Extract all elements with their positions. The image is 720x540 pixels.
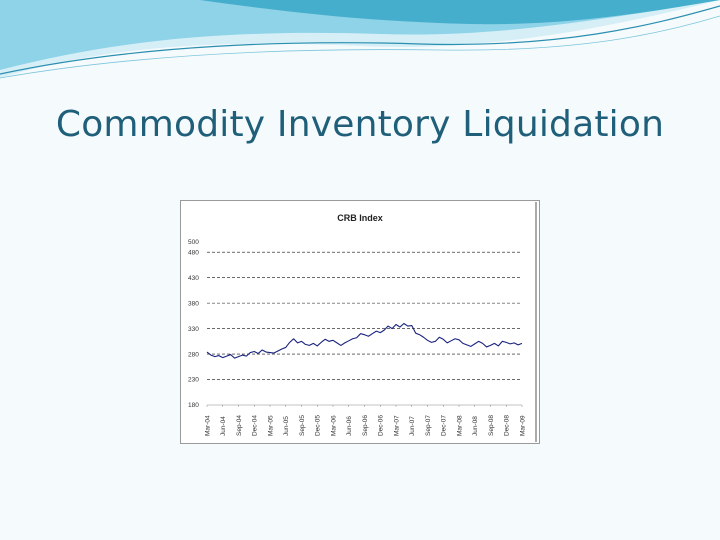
x-tick-label: Mar-06 — [330, 415, 337, 436]
x-tick-label: Mar-07 — [393, 415, 400, 436]
x-tick-label: Dec-08 — [504, 415, 511, 436]
x-tick-label: Sep-07 — [425, 415, 432, 436]
y-tick-label: 230 — [188, 377, 199, 384]
y-tick-label: 500 — [188, 239, 199, 246]
x-tick-label: Mar-08 — [456, 415, 463, 436]
x-tick-label: Dec-06 — [378, 415, 385, 436]
chart-title: CRB Index — [337, 213, 383, 223]
y-tick-label: 380 — [188, 300, 199, 307]
x-tick-label: Sep-04 — [236, 415, 243, 436]
y-tick-label: 330 — [188, 326, 199, 333]
x-tick-label: Mar-09 — [519, 415, 526, 436]
y-tick-label: 280 — [188, 351, 199, 358]
x-tick-label: Mar-04 — [204, 415, 211, 436]
axis-layer — [206, 404, 523, 407]
y-tick-label: 480 — [188, 249, 199, 256]
x-tick-label: Jun-04 — [220, 416, 227, 436]
series-layer — [206, 322, 523, 359]
series-line-crb-index — [206, 322, 523, 359]
y-tick-label: 180 — [188, 402, 199, 409]
x-tick-label: Sep-06 — [362, 415, 369, 436]
y-tick-label: 430 — [188, 275, 199, 282]
x-tick-label: Jun-05 — [283, 416, 290, 436]
chart-canvas: CRB Index 500 480 430 380 330 280 230 180 Mar-0… — [180, 200, 540, 444]
x-tick-label: Dec-05 — [315, 415, 322, 436]
x-tick-label: Dec-07 — [441, 415, 448, 436]
grid-layer — [207, 251, 522, 380]
x-tick-label: Jun-07 — [409, 416, 416, 436]
x-tick-label: Dec-04 — [252, 415, 259, 436]
x-tick-labels: Mar-04 Jun-04 Sep-04 Dec-04 Mar-05 Jun-05 Sep-… — [204, 415, 526, 436]
crb-index-chart: CRB Index 500 480 430 380 330 280 230 180 Mar-0… — [180, 200, 540, 444]
x-tick-label: Sep-08 — [488, 415, 495, 436]
x-tick-label: Sep-05 — [299, 415, 306, 436]
slide-title: Commodity Inventory Liquidation — [55, 104, 665, 146]
x-tick-label: Mar-05 — [267, 415, 274, 436]
y-tick-labels: 500 480 430 380 330 280 230 180 — [188, 239, 199, 409]
x-tick-label: Jun-06 — [346, 416, 353, 436]
x-tick-label: Jun-08 — [472, 416, 479, 436]
header-swoosh — [0, 0, 720, 79]
